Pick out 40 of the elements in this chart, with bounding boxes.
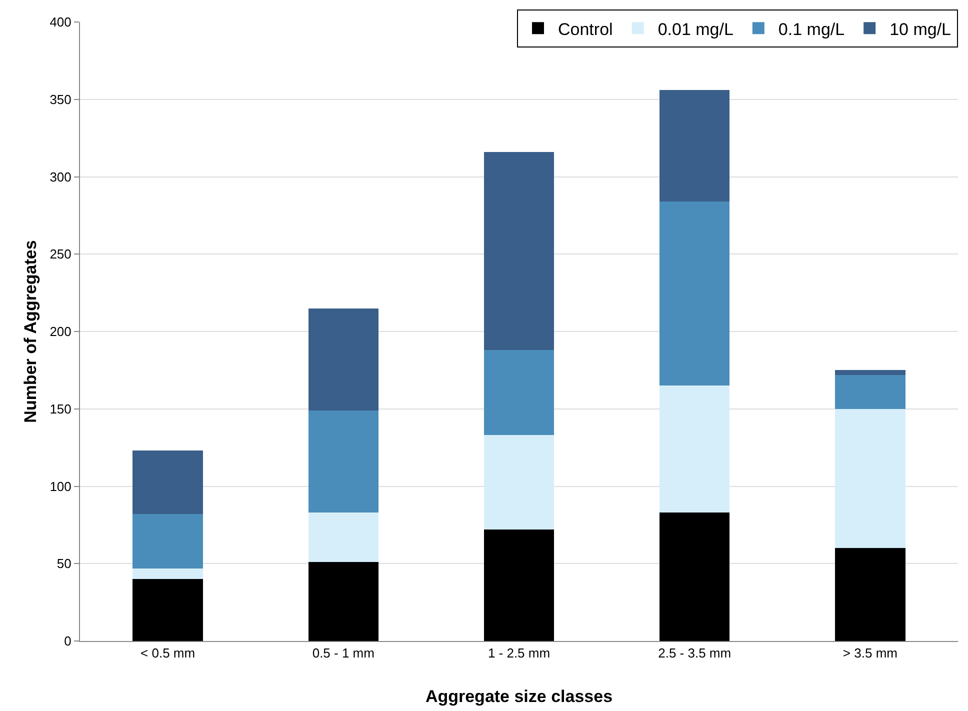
y-tick-label: 350 — [50, 92, 72, 107]
bar — [835, 548, 906, 641]
bar — [484, 152, 554, 350]
legend-label: 0.1 mg/L — [778, 20, 845, 39]
bar — [659, 386, 730, 513]
legend-label: 10 mg/L — [890, 20, 952, 39]
bar — [484, 435, 554, 530]
bar — [132, 514, 203, 568]
x-tick-label: 2.5 - 3.5 mm — [658, 646, 732, 661]
bar — [659, 202, 730, 386]
bar — [484, 350, 554, 436]
bar — [659, 90, 730, 202]
legend-label: Control — [558, 20, 613, 39]
y-tick-label: 150 — [50, 401, 72, 416]
y-tick-label: 200 — [50, 324, 72, 340]
y-tick-label: 100 — [50, 478, 72, 494]
y-tick-label: 50 — [56, 556, 72, 572]
y-tick-label: 400 — [50, 14, 72, 30]
bar — [835, 374, 906, 409]
x-tick-label: 0.5 - 1 mm — [312, 646, 374, 661]
y-tick-label: 300 — [50, 169, 72, 184]
bar — [835, 370, 906, 375]
bar — [132, 579, 203, 641]
y-tick-label: 0 — [64, 634, 72, 649]
bar — [308, 562, 379, 641]
y-axis-title: Number of Aggregates — [21, 240, 40, 423]
bar — [484, 530, 554, 641]
bar — [308, 512, 379, 562]
x-axis-title: Aggregate size classes — [425, 687, 613, 706]
bar — [835, 408, 906, 548]
x-tick-label: 1 - 2.5 mm — [488, 646, 550, 661]
x-tick-label: > 3.5 mm — [842, 646, 898, 661]
bar — [132, 568, 203, 580]
bar — [308, 410, 379, 513]
bar — [132, 450, 203, 514]
x-tick-label: < 0.5 mm — [140, 646, 196, 661]
bar — [659, 512, 730, 641]
legend-label: 0.01 mg/L — [658, 20, 734, 39]
bar — [308, 308, 379, 410]
y-tick-label: 250 — [50, 246, 72, 262]
